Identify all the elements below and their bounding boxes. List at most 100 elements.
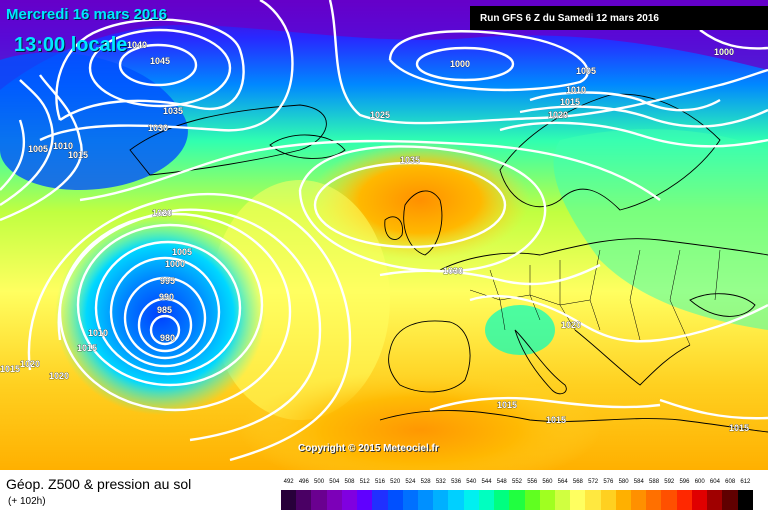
isobar-label: 1020 xyxy=(49,371,69,381)
isobar-1025-north xyxy=(328,0,768,125)
isobar-1000-arctic xyxy=(415,46,515,82)
color-scale-swatch xyxy=(554,490,571,510)
color-scale-swatch xyxy=(676,490,692,510)
color-scale-swatch xyxy=(615,490,632,510)
color-scale-tick-label: 516 xyxy=(374,479,385,485)
isobar-label: 1015 xyxy=(729,423,749,433)
black-sea-coast xyxy=(689,293,756,317)
isobar-label: 1030 xyxy=(148,123,168,133)
color-scale-swatch xyxy=(478,490,495,510)
isobar-1010-arctic xyxy=(529,91,721,112)
color-scale-swatch xyxy=(448,490,464,510)
isobars xyxy=(0,0,768,460)
color-scale-swatch xyxy=(691,490,708,510)
isobar-1005-west xyxy=(0,119,26,191)
isobar-label: 1005 xyxy=(576,66,596,76)
isobar-label: 1000 xyxy=(450,59,470,69)
color-scale-tick-label: 604 xyxy=(709,479,720,485)
isobar-1020-arctic xyxy=(499,121,768,148)
isobar-label: 1015 xyxy=(0,364,20,374)
color-scale-ticks: 492 496 500 504 508 512 516 520 524 528 532 536 540 5… xyxy=(281,479,753,491)
ireland-coast xyxy=(384,216,403,240)
isobar-1035-uk xyxy=(313,161,507,249)
isobar-label: 1010 xyxy=(566,85,586,95)
color-scale-tick-label: 556 xyxy=(527,479,538,485)
color-scale-swatch xyxy=(326,490,342,510)
east-europe-cold-area xyxy=(553,129,768,330)
color-scale-swatch xyxy=(585,490,601,510)
color-scale-tick-label: 492 xyxy=(283,479,294,485)
isobar-1020-europe xyxy=(469,294,768,343)
color-scale-swatch xyxy=(539,490,555,510)
isobar-label: 1025 xyxy=(370,110,390,120)
isobar-1010-west xyxy=(0,79,54,207)
color-scale-swatch xyxy=(311,490,327,510)
coastlines xyxy=(129,93,768,433)
copyright-text: Copyright © 2015 Meteociel.fr xyxy=(298,443,439,454)
isobar-1015-east xyxy=(659,398,768,420)
color-scale-swatch xyxy=(433,490,449,510)
color-scale-swatch xyxy=(661,490,677,510)
iceland-coast xyxy=(269,134,346,159)
color-scale-tick-label: 512 xyxy=(359,479,370,485)
forecast-date: Mercredi 16 mars 2016 xyxy=(6,6,167,23)
europe-coast xyxy=(439,238,768,271)
color-scale-tick-label: 596 xyxy=(679,479,690,485)
color-scale-swatch xyxy=(372,490,388,510)
color-scale-tick-label: 544 xyxy=(481,479,492,485)
isobar-1015-west xyxy=(0,74,83,222)
scandinavia-coast xyxy=(499,93,721,211)
color-scale-swatch xyxy=(631,490,647,510)
isobar-995 xyxy=(109,256,221,368)
color-scale-swatch xyxy=(509,490,525,510)
isobar-1000-ne xyxy=(699,29,768,50)
isobar-980 xyxy=(149,314,181,346)
isobar-1030-north xyxy=(39,0,294,142)
forecast-time: 13:00 locale xyxy=(14,34,128,56)
isobar-label: 1005 xyxy=(172,247,192,257)
isobar-1045-high xyxy=(118,43,198,87)
isobar-1030-europe xyxy=(379,263,601,286)
north-africa-coast xyxy=(379,410,768,433)
alps-cutoff-area xyxy=(485,305,555,355)
color-scale-swatch xyxy=(722,490,738,510)
color-scale-tick-label: 600 xyxy=(694,479,705,485)
isobar-1015-arctic xyxy=(519,105,768,128)
isobar-label: 980 xyxy=(160,333,175,343)
color-scale-tick-label: 564 xyxy=(557,479,568,485)
color-scale-swatch xyxy=(524,490,540,510)
color-scale-tick-label: 572 xyxy=(588,479,599,485)
color-scale-swatch xyxy=(281,490,297,510)
color-scale-tick-label: 580 xyxy=(618,479,629,485)
isobar-label: 995 xyxy=(160,276,175,286)
color-scale-swatch xyxy=(463,490,479,510)
isobar-label: 1010 xyxy=(88,328,108,338)
color-scale-tick-label: 592 xyxy=(664,479,675,485)
color-scale-tick-label: 552 xyxy=(511,479,522,485)
color-scale-tick-label: 520 xyxy=(390,479,401,485)
color-scale-tick-label: 496 xyxy=(298,479,309,485)
isobar-label: 1020 xyxy=(20,359,40,369)
isobar-1015-med xyxy=(429,396,661,412)
isobar-label: 990 xyxy=(159,292,174,302)
isobar-990 xyxy=(123,276,207,360)
color-scale-tick-label: 536 xyxy=(451,479,462,485)
isobar-1020-main xyxy=(79,139,661,202)
isobar-label: 1020 xyxy=(561,320,581,330)
color-scale-tick-label: 524 xyxy=(405,479,416,485)
italy-coast xyxy=(514,329,567,395)
color-scale-swatch xyxy=(417,490,434,510)
iberia-coast xyxy=(388,320,471,393)
color-scale-tick-label: 500 xyxy=(314,479,325,485)
isobar-1035-north xyxy=(55,18,245,121)
color-scale-tick-label: 576 xyxy=(603,479,614,485)
isobar-label: 1040 xyxy=(127,40,147,50)
isobar-1005-arctic xyxy=(388,30,589,92)
color-scale-swatch xyxy=(341,490,358,510)
color-scale-tick-label: 584 xyxy=(633,479,644,485)
isobar-label: 1020 xyxy=(548,110,568,120)
weather-map: 1040 1045 1035 1030 1005 1010 1015 1000 … xyxy=(0,0,768,470)
greenland-coast xyxy=(129,104,327,176)
color-scale-tick-label: 608 xyxy=(725,479,736,485)
isobar-1015-low xyxy=(57,208,322,442)
